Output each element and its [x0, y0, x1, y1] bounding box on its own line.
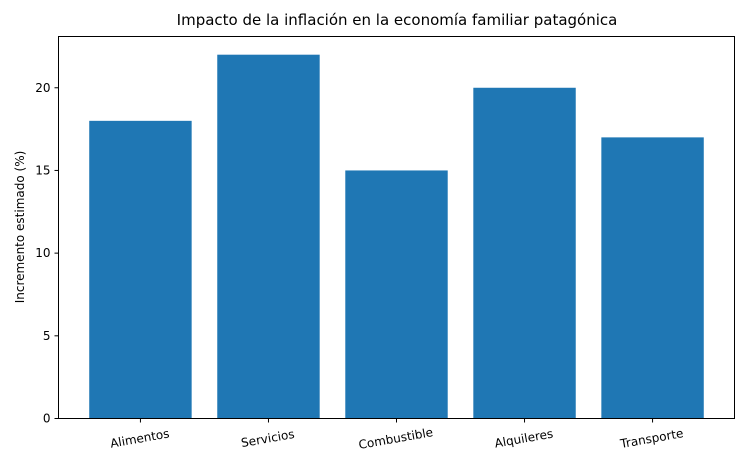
x-tick-label-combustible: Combustible: [358, 425, 435, 452]
x-tick-label-transporte: Transporte: [618, 426, 684, 451]
y-axis-label: Incremento estimado (%): [13, 151, 27, 304]
x-tick-label-alimentos: Alimentos: [109, 426, 170, 450]
chart-title: Impacto de la inflación en la economía f…: [177, 11, 618, 29]
bars-layer: [89, 54, 704, 419]
bar-combustible: [345, 170, 448, 419]
bar-transporte: [601, 137, 704, 419]
x-tick-label-servicios: Servicios: [240, 427, 296, 450]
y-tick-label: 5: [43, 329, 51, 343]
y-tick-label: 15: [35, 163, 50, 177]
x-tick-label-alquileres: Alquileres: [494, 427, 555, 451]
y-tick-label: 20: [35, 81, 50, 95]
plot-frame: [58, 36, 735, 419]
y-tick-label: 10: [35, 246, 50, 260]
bar-alimentos: [89, 120, 192, 419]
x-axis-ticks: Alimentos Servicios Combustible Alquileres T…: [109, 418, 684, 452]
y-tick-label: 0: [43, 412, 51, 426]
bar-alquileres: [473, 87, 576, 419]
bar-servicios: [217, 54, 320, 419]
y-axis-ticks: 0 5 10 15 20: [35, 81, 59, 426]
